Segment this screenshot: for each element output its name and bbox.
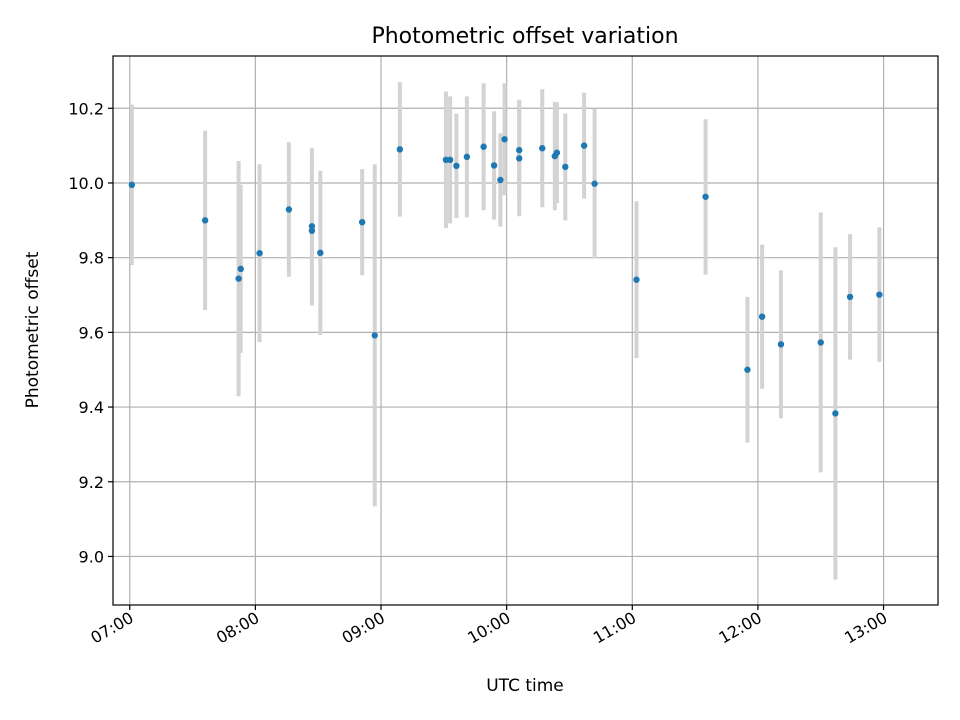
x-tick-label: 13:00 — [841, 608, 890, 648]
x-tick-label: 12:00 — [715, 608, 764, 648]
data-point — [846, 293, 854, 301]
y-tick-label: 9.2 — [79, 473, 104, 492]
data-point — [317, 249, 324, 257]
x-tick-label: 09:00 — [339, 608, 388, 648]
data-point — [358, 218, 366, 226]
y-tick-label: 10.0 — [68, 174, 104, 193]
data-point — [371, 332, 378, 339]
data-point — [490, 162, 498, 169]
x-tick-label: 07:00 — [87, 608, 136, 648]
y-tick-label: 9.6 — [79, 323, 104, 342]
chart-title: Photometric offset variation — [371, 24, 678, 49]
data-point — [308, 223, 316, 230]
data-point — [562, 163, 569, 171]
y-gridlines — [113, 107, 938, 558]
plot-frame — [112, 55, 939, 606]
data-point — [396, 146, 404, 153]
data-point — [516, 155, 523, 162]
data-point — [777, 341, 785, 348]
data-point — [817, 339, 824, 346]
error-bars — [129, 82, 882, 580]
data-point — [446, 156, 454, 164]
data-point — [539, 145, 546, 152]
data-point — [308, 227, 316, 234]
data-point — [237, 265, 244, 273]
data-point — [235, 275, 242, 282]
data-point — [480, 143, 487, 150]
data-point — [702, 193, 709, 200]
x-ticks: 07:00 08:00 09:00 10:00 11:00 12:00 13:00 — [87, 605, 891, 648]
data-point — [501, 136, 508, 143]
y-axis-label: Photometric offset — [23, 251, 43, 408]
y-tick-label: 9.8 — [79, 249, 104, 268]
data-point — [497, 176, 504, 184]
y-ticks: 9.0 9.2 9.4 9.6 9.8 10.0 10.2 — [68, 99, 113, 566]
data-point — [201, 217, 209, 224]
data-points — [128, 136, 883, 417]
y-tick-label: 9.0 — [79, 547, 104, 566]
data-point — [633, 276, 640, 283]
x-axis-label: UTC time — [486, 676, 564, 696]
x-gridlines — [129, 56, 885, 605]
x-tick-label: 11:00 — [590, 608, 639, 648]
data-point — [256, 249, 263, 257]
data-point — [758, 313, 766, 320]
x-tick-label: 08:00 — [213, 608, 262, 648]
data-point — [285, 206, 293, 213]
data-point — [876, 291, 883, 298]
x-tick-label: 10:00 — [464, 608, 513, 648]
y-tick-label: 10.2 — [68, 99, 104, 118]
data-point — [463, 153, 471, 161]
data-point — [516, 146, 523, 154]
data-point — [744, 366, 751, 373]
data-point — [580, 142, 588, 149]
data-point — [832, 410, 839, 417]
y-tick-label: 9.4 — [79, 398, 104, 417]
data-point — [128, 181, 136, 189]
data-point — [453, 162, 460, 169]
data-point — [591, 180, 598, 187]
data-point — [553, 149, 561, 156]
